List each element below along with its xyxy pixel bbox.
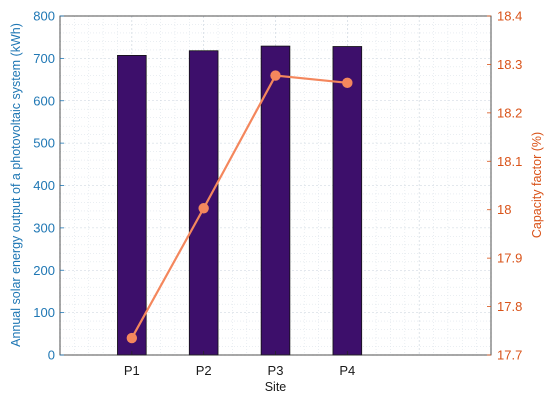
left-tick-label: 400 xyxy=(33,178,55,193)
bar-series xyxy=(117,45,363,356)
capacity-factor-line xyxy=(130,74,348,339)
bar-P1 xyxy=(117,55,147,356)
x-axis: P1 P2 P3 P4 xyxy=(124,351,355,378)
left-axis: 0 100 200 300 400 500 600 700 800 xyxy=(33,9,64,363)
left-tick-label: 100 xyxy=(33,305,55,320)
left-tick-label: 500 xyxy=(33,136,55,151)
left-tick-label: 200 xyxy=(33,263,55,278)
left-tick-label: 0 xyxy=(48,348,55,363)
right-tick-label: 18.1 xyxy=(497,154,522,169)
bar-P3 xyxy=(260,45,291,356)
right-tick-label: 17.9 xyxy=(497,251,522,266)
right-tick-label: 18 xyxy=(497,202,511,217)
point-P1 xyxy=(126,332,138,344)
right-tick-label: 18.3 xyxy=(497,57,522,72)
x-tick-label: P2 xyxy=(196,363,212,378)
point-P4 xyxy=(342,77,353,89)
left-axis-title: Annual solar energy output of a photovol… xyxy=(9,23,23,347)
right-axis: 17.7 17.8 17.9 18 18.1 18.2 18.3 18.4 xyxy=(487,9,522,363)
bar-P2 xyxy=(188,50,219,356)
x-tick-label: P4 xyxy=(339,363,355,378)
line-series xyxy=(126,70,353,344)
x-tick-label: P3 xyxy=(268,363,284,378)
right-tick-label: 17.7 xyxy=(497,348,522,363)
bar-P4 xyxy=(332,46,363,356)
left-tick-label: 300 xyxy=(33,220,55,235)
right-tick-label: 17.8 xyxy=(497,299,522,314)
point-P2 xyxy=(198,203,209,214)
x-tick-label: P1 xyxy=(124,363,140,378)
left-tick-label: 700 xyxy=(33,51,55,66)
right-axis-title: Capacity factor (%) xyxy=(530,132,544,238)
left-tick-label: 600 xyxy=(33,93,55,108)
x-axis-title: Site xyxy=(265,380,287,394)
right-tick-label: 18.4 xyxy=(497,9,522,24)
right-tick-label: 18.2 xyxy=(497,105,522,120)
left-tick-label: 800 xyxy=(33,9,55,24)
point-P3 xyxy=(270,70,281,81)
